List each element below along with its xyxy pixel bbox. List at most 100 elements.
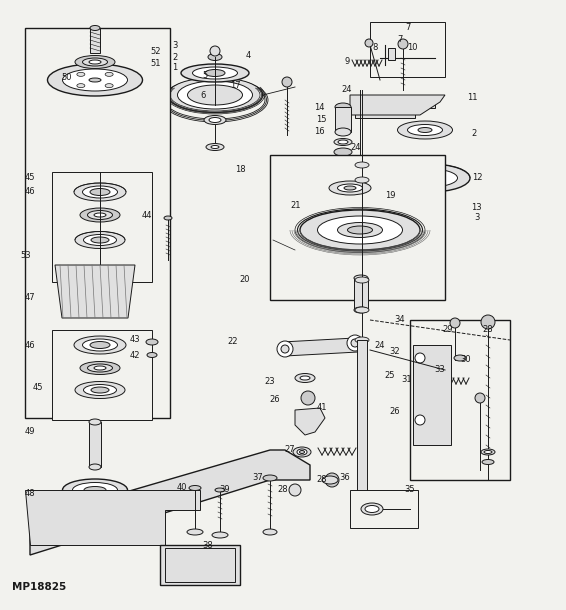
Ellipse shape [338, 140, 348, 144]
Text: 48: 48 [25, 489, 35, 498]
Ellipse shape [192, 67, 238, 79]
Bar [89, 422, 101, 467]
Bar [413, 345, 451, 445]
Ellipse shape [187, 529, 203, 535]
Text: 44: 44 [142, 210, 152, 220]
Ellipse shape [164, 216, 172, 220]
Bar [350, 490, 418, 528]
Ellipse shape [146, 339, 158, 345]
Ellipse shape [94, 213, 106, 217]
Text: 3: 3 [172, 41, 178, 51]
Text: 15: 15 [316, 115, 326, 124]
Ellipse shape [189, 486, 201, 490]
Ellipse shape [355, 307, 369, 313]
Ellipse shape [48, 64, 143, 96]
Text: 11: 11 [467, 93, 477, 102]
Ellipse shape [204, 115, 226, 124]
Text: 27: 27 [285, 445, 295, 454]
Text: 9: 9 [344, 57, 350, 66]
Ellipse shape [423, 204, 437, 209]
Text: 12: 12 [471, 173, 482, 182]
Ellipse shape [300, 376, 310, 380]
Ellipse shape [74, 336, 126, 354]
Ellipse shape [420, 214, 440, 222]
Ellipse shape [88, 364, 113, 372]
Ellipse shape [422, 176, 438, 181]
Text: 40: 40 [177, 484, 187, 492]
Text: 28: 28 [483, 326, 494, 334]
Circle shape [301, 391, 315, 405]
Ellipse shape [397, 121, 452, 139]
Ellipse shape [62, 69, 127, 91]
Text: 33: 33 [435, 365, 445, 375]
Bar [25, 28, 170, 418]
Ellipse shape [211, 146, 219, 148]
Text: 46: 46 [25, 187, 35, 196]
Circle shape [415, 415, 425, 425]
Text: 36: 36 [340, 473, 350, 481]
Bar [52, 330, 152, 420]
Text: 51: 51 [151, 59, 161, 68]
Text: 24: 24 [342, 85, 352, 95]
Text: 7: 7 [397, 35, 402, 43]
Ellipse shape [90, 188, 110, 195]
Ellipse shape [295, 373, 315, 382]
Text: 17: 17 [230, 81, 241, 90]
Ellipse shape [334, 148, 352, 156]
Ellipse shape [206, 143, 224, 151]
Text: 7: 7 [405, 24, 411, 32]
Ellipse shape [83, 339, 118, 351]
Ellipse shape [75, 232, 125, 248]
Bar [270, 155, 445, 300]
Text: 4: 4 [246, 51, 251, 60]
Text: 50: 50 [62, 73, 72, 82]
Ellipse shape [481, 449, 495, 455]
Ellipse shape [147, 353, 157, 357]
Text: 2: 2 [471, 129, 477, 137]
Text: 19: 19 [385, 190, 395, 199]
Bar [52, 172, 152, 282]
Ellipse shape [390, 164, 470, 192]
Ellipse shape [335, 103, 351, 111]
Ellipse shape [84, 487, 106, 493]
Ellipse shape [75, 381, 125, 398]
Ellipse shape [354, 307, 368, 313]
Ellipse shape [318, 216, 402, 244]
Circle shape [481, 315, 495, 329]
Text: 13: 13 [471, 204, 481, 212]
Circle shape [282, 77, 292, 87]
Ellipse shape [408, 124, 443, 135]
Text: 10: 10 [407, 43, 417, 52]
Ellipse shape [181, 64, 249, 82]
Ellipse shape [74, 183, 126, 201]
Text: 26: 26 [389, 407, 400, 417]
Ellipse shape [105, 84, 113, 88]
Text: 34: 34 [395, 315, 405, 325]
Ellipse shape [178, 81, 252, 109]
Ellipse shape [361, 503, 383, 515]
Ellipse shape [402, 169, 457, 187]
Polygon shape [355, 98, 435, 118]
Text: 14: 14 [314, 104, 324, 112]
Ellipse shape [329, 181, 371, 195]
Text: 6: 6 [200, 90, 205, 99]
Text: 18: 18 [235, 165, 245, 174]
Circle shape [281, 345, 289, 353]
Bar [335, 107, 351, 132]
Polygon shape [55, 265, 135, 318]
Ellipse shape [80, 208, 120, 222]
Bar [90, 28, 100, 53]
Text: 39: 39 [220, 486, 230, 495]
Ellipse shape [263, 529, 277, 535]
Ellipse shape [84, 234, 117, 245]
Text: 53: 53 [21, 251, 31, 259]
Circle shape [475, 393, 485, 403]
Text: 2: 2 [173, 52, 178, 62]
Ellipse shape [355, 162, 369, 168]
Ellipse shape [348, 226, 372, 234]
Ellipse shape [322, 476, 338, 484]
Ellipse shape [187, 85, 242, 105]
Ellipse shape [300, 210, 420, 250]
Text: 29: 29 [443, 326, 453, 334]
Text: 5: 5 [203, 71, 208, 79]
